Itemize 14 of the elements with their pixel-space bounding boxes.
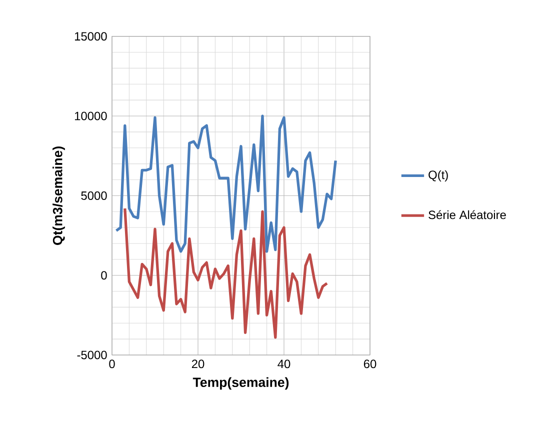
legend-label: Q(t) — [428, 170, 448, 182]
x-tick-label: 40 — [278, 360, 290, 368]
y-tick-label: 15000 — [74, 32, 107, 41]
legend-label: Série Aléatoire — [428, 210, 506, 220]
x-axis-title: Temp(semaine) — [192, 377, 289, 390]
y-tick-label: 0 — [101, 271, 107, 280]
x-tick-label: 0 — [109, 360, 115, 368]
y-axis-title: Qt(m3/semaine) — [52, 146, 65, 245]
x-tick-label: 60 — [364, 360, 376, 368]
y-tick-label: -5000 — [77, 350, 107, 360]
x-tick-label: 20 — [192, 360, 204, 368]
y-tick-label: 5000 — [81, 191, 107, 200]
y-tick-label: 10000 — [74, 112, 107, 120]
line-series — [124, 207, 328, 339]
